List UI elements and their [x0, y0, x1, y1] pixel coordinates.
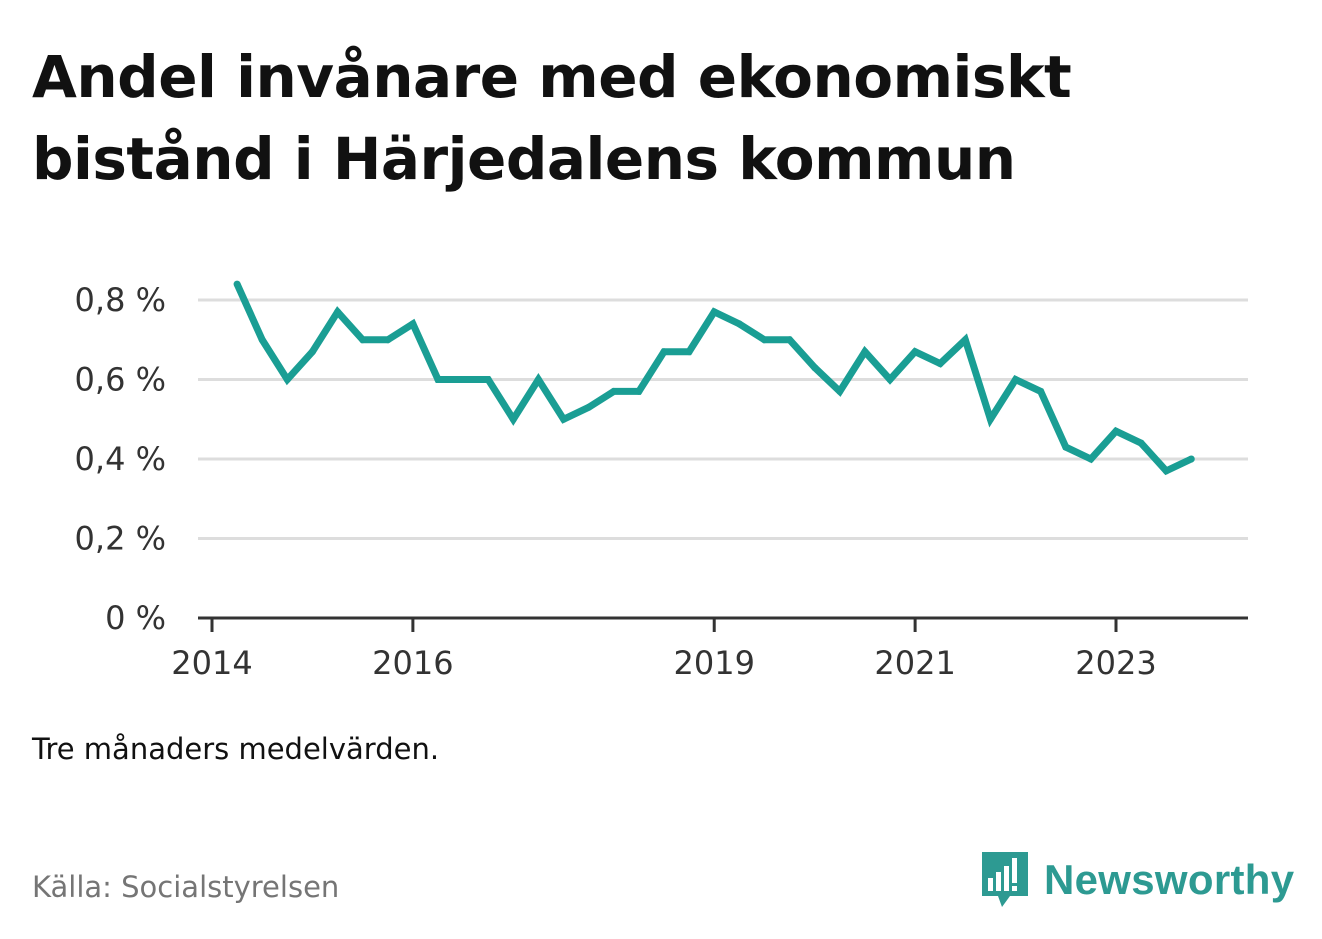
x-tick-label: 2021	[874, 644, 955, 682]
data-point	[836, 387, 844, 395]
data-point	[283, 376, 291, 383]
data-point	[986, 415, 994, 423]
data-point	[1062, 443, 1070, 451]
x-tick-label: 2014	[171, 644, 252, 682]
data-point	[685, 348, 693, 356]
data-point	[258, 336, 266, 344]
data-point	[484, 376, 492, 383]
y-tick-label: 0,4 %	[75, 440, 166, 478]
data-point	[359, 336, 367, 344]
data-point	[1187, 455, 1195, 463]
gridlines	[198, 298, 1248, 540]
data-point	[911, 348, 919, 356]
series-layer	[233, 280, 1195, 476]
data-point	[1162, 467, 1170, 475]
data-point	[811, 364, 819, 372]
brand-name: Newsworthy	[1044, 856, 1295, 903]
newsworthy-logo-icon	[982, 852, 1028, 907]
y-tick-label: 0 %	[105, 599, 166, 637]
data-point	[560, 415, 568, 423]
chart-note: Tre månaders medelvärden.	[32, 732, 440, 766]
y-axis-labels: 0 % 0,2 % 0,4 % 0,6 % 0,8 %	[75, 281, 166, 637]
x-axis: 2014 2016 2019 2021 2023	[171, 616, 1248, 682]
data-point	[409, 320, 417, 328]
data-point	[786, 336, 794, 344]
data-point	[534, 376, 542, 383]
chart-title: Andel invånare med ekonomiskt bistånd i …	[32, 43, 1072, 193]
y-tick-label: 0,2 %	[75, 520, 166, 558]
data-point	[509, 415, 517, 423]
data-point	[1087, 455, 1095, 463]
data-point	[861, 348, 869, 356]
data-point	[384, 336, 392, 344]
data-point	[585, 403, 593, 411]
line-chart: 0 % 0,2 % 0,4 % 0,6 % 0,8 % 2014 2016 2019 2021…	[75, 280, 1248, 682]
data-point	[886, 376, 894, 383]
data-point	[233, 280, 241, 288]
data-point	[710, 308, 718, 316]
data-point	[1037, 387, 1045, 395]
data-point	[308, 348, 316, 356]
data-point	[610, 387, 618, 395]
data-point	[760, 336, 768, 344]
data-point	[1012, 376, 1020, 383]
x-tick-label: 2023	[1075, 644, 1156, 682]
source-credit: Källa: Socialstyrelsen	[32, 870, 340, 904]
data-point	[635, 387, 643, 395]
y-tick-label: 0,8 %	[75, 281, 166, 319]
x-tick-label: 2019	[674, 644, 755, 682]
data-point	[660, 348, 668, 356]
data-point	[1137, 439, 1145, 447]
data-point	[459, 376, 467, 383]
data-point	[735, 320, 743, 328]
data-point	[961, 336, 969, 344]
data-point	[434, 376, 442, 383]
brand-logo[interactable]: Newsworthy	[980, 850, 1294, 910]
data-point	[334, 308, 342, 316]
data-point	[936, 360, 944, 368]
x-tick-label: 2016	[372, 644, 453, 682]
data-point	[1112, 427, 1120, 435]
y-tick-label: 0,6 %	[75, 361, 166, 399]
